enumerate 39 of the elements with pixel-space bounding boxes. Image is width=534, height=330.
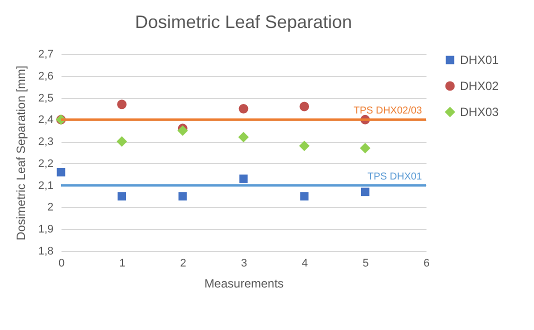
y-axis-title: Dosimetric Leaf Separation [mm] <box>14 66 28 240</box>
point <box>116 136 128 147</box>
point <box>56 168 66 176</box>
point <box>118 192 126 200</box>
y-tick-label: 2 <box>47 202 54 214</box>
y-tick-label: 2,5 <box>38 92 54 104</box>
point <box>239 174 248 183</box>
x-tick-label: 4 <box>302 258 308 270</box>
y-tick-label: 2,6 <box>38 70 54 82</box>
point <box>178 192 187 200</box>
point <box>299 140 310 152</box>
x-tick-label: 2 <box>180 258 186 270</box>
y-tick-label: 1,9 <box>38 224 54 236</box>
legend-label: DHX02 <box>460 79 500 93</box>
y-tick-label: 1,8 <box>38 246 54 258</box>
point <box>117 100 127 110</box>
y-tick-label: 2,7 <box>38 48 54 60</box>
x-tick-label: 5 <box>362 258 369 270</box>
legend-label: DHX03 <box>460 105 500 119</box>
point <box>177 125 188 136</box>
point <box>238 104 248 114</box>
ref-line-label: TPS DHX01 <box>368 171 422 182</box>
y-tick-label: 2,3 <box>38 136 54 148</box>
x-tick-label: 0 <box>58 258 65 270</box>
x-tick-label: 6 <box>423 258 430 270</box>
y-tick-label: 2,4 <box>38 114 54 126</box>
x-tick-label: 1 <box>119 258 126 270</box>
ref-line-label: TPS DHX02/03 <box>354 106 422 117</box>
point <box>360 188 370 196</box>
point <box>300 102 310 112</box>
legend-label: DHX01 <box>460 53 500 67</box>
chart-title: Dosimetric Leaf Separation <box>134 12 352 32</box>
point <box>360 142 370 154</box>
point <box>238 132 249 142</box>
x-axis-title: Measurements <box>204 276 284 290</box>
y-tick-label: 2,1 <box>38 180 54 192</box>
x-tick-label: 3 <box>240 258 248 270</box>
point <box>300 192 309 200</box>
y-tick-label: 2,2 <box>38 158 54 170</box>
